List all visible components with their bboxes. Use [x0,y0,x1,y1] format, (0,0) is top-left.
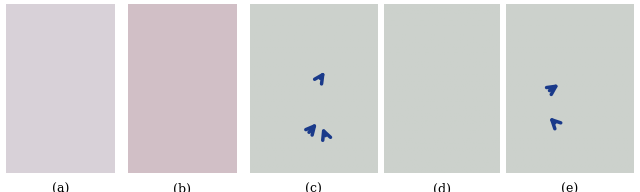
Text: (a): (a) [52,183,70,192]
Text: (b): (b) [173,183,191,192]
Text: (d): (d) [433,183,451,192]
Text: (c): (c) [305,183,322,192]
Text: (e): (e) [561,183,578,192]
